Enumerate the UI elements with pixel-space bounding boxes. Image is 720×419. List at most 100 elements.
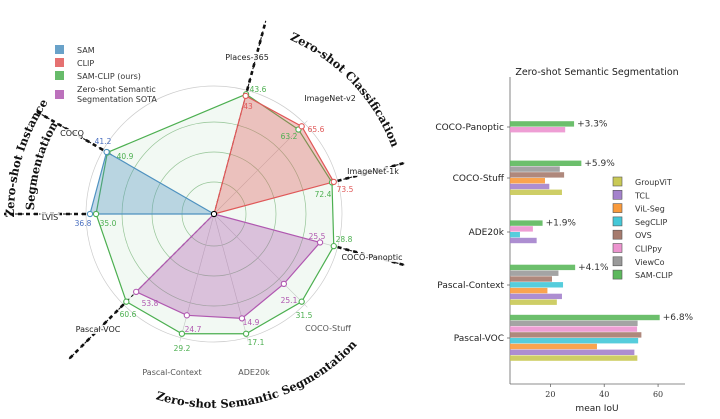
category-label: ADE20k bbox=[469, 228, 505, 238]
legend-swatch-vil-seg bbox=[612, 203, 623, 213]
category-label: Pascal-Context bbox=[437, 281, 504, 291]
radar-point bbox=[330, 242, 337, 250]
legend-swatch-tcl bbox=[612, 190, 623, 200]
radar-point bbox=[238, 315, 246, 322]
radar-point bbox=[123, 298, 130, 305]
improvement-annotation: +3.3% bbox=[577, 120, 608, 130]
value-label: 72.4 bbox=[315, 190, 332, 199]
value-label: 41.2 bbox=[95, 137, 112, 146]
value-label: 36.8 bbox=[75, 219, 92, 228]
bar-segclip-pascal-context bbox=[510, 282, 564, 288]
legend-swatch-ovs bbox=[612, 229, 623, 240]
radar-spoke bbox=[213, 213, 308, 308]
bar-groupvit-coco-stuff bbox=[510, 189, 562, 195]
radar-chart: Places-365 ImageNet-v2 ImageNet-1k COCO-Pan… bbox=[3, 20, 408, 411]
x-tick-label: 40 bbox=[599, 390, 609, 399]
bar-ovs-pascal-context bbox=[510, 276, 552, 282]
axis-label-coco-stuff: COCO-Stuff bbox=[305, 324, 351, 333]
radar-point bbox=[330, 178, 337, 186]
legend-label-segclip: SegCLIP bbox=[635, 218, 667, 227]
radar-spoke bbox=[213, 120, 308, 215]
improvement-annotation: +1.9% bbox=[546, 219, 577, 229]
legend-swatch-sam-clip bbox=[612, 269, 623, 280]
radar-point bbox=[298, 123, 305, 130]
bar-chart: Zero-shot Semantic Segmentation COCO-Pan… bbox=[435, 67, 693, 414]
radar-point bbox=[92, 210, 100, 218]
axis-label-coco-panoptic: COCO-Panoptic bbox=[341, 253, 402, 262]
legend-label-ovs: OVS bbox=[635, 231, 652, 240]
axis-label-ade20k: ADE20k bbox=[238, 368, 270, 377]
value-label: 25.5 bbox=[309, 232, 326, 241]
radar-point bbox=[178, 330, 186, 337]
axis-label-pascal-voc: Pascal-VOC bbox=[76, 325, 121, 334]
bar-viewco-pascal-context bbox=[510, 270, 559, 276]
bar-clippy-coco-panoptic bbox=[510, 127, 566, 133]
bar-clippy-pascal-voc bbox=[510, 326, 638, 332]
value-label: 40.9 bbox=[117, 152, 134, 161]
bar-chart-title: Zero-shot Semantic Segmentation bbox=[515, 67, 678, 78]
value-label: 25.1 bbox=[281, 296, 298, 305]
value-label: 43.6 bbox=[250, 85, 267, 94]
bar-ovs-coco-stuff bbox=[510, 172, 565, 178]
radar-point bbox=[133, 288, 140, 295]
legend-label-vil-seg: ViL-Seg bbox=[635, 205, 665, 214]
bar-vil-seg-coco-stuff bbox=[510, 178, 545, 184]
legend-swatch-sam bbox=[55, 45, 64, 54]
separator-line bbox=[68, 303, 125, 360]
value-label: 60.6 bbox=[120, 310, 137, 319]
legend-swatch-sota bbox=[55, 90, 64, 99]
axis-label-lvis: LVIS bbox=[42, 213, 59, 222]
bar-vil-seg-pascal-context bbox=[510, 287, 548, 294]
legend-swatch-viewco bbox=[612, 256, 623, 267]
bar-sam-clip-coco-panoptic bbox=[510, 121, 575, 127]
legend-label-sam-clip: SAM-CLIP bbox=[635, 271, 673, 280]
radar-axis-labels: Places-365 ImageNet-v2 ImageNet-1k COCO-Pan… bbox=[40, 53, 404, 377]
bar-groupvit-pascal-context bbox=[510, 299, 557, 305]
legend-label-sota-line2: Segmentation SOTA bbox=[77, 95, 157, 104]
bar-tcl-coco-stuff bbox=[510, 183, 550, 190]
bar-vil-seg-pascal-voc bbox=[510, 343, 597, 350]
improvement-annotation: +5.9% bbox=[584, 159, 615, 169]
radar-center bbox=[210, 210, 218, 218]
axis-label-imagenet-1k: ImageNet-1k bbox=[347, 167, 399, 176]
radar-spoke bbox=[179, 213, 215, 342]
radar-point bbox=[242, 92, 249, 100]
value-label: 17.1 bbox=[248, 338, 265, 347]
legend-label-tcl: TCL bbox=[634, 191, 650, 200]
x-axis-label: mean IoU bbox=[575, 404, 618, 414]
bar-viewco-pascal-voc bbox=[510, 320, 638, 326]
value-label: 43 bbox=[243, 102, 253, 111]
legend-swatch-sam-clip bbox=[55, 71, 64, 80]
value-label: 24.7 bbox=[185, 325, 202, 334]
radar-point bbox=[86, 210, 94, 218]
value-label: 73.5 bbox=[337, 185, 354, 194]
radar-point bbox=[183, 312, 191, 319]
category-label: COCO-Panoptic bbox=[435, 123, 504, 133]
bar-sam-clip-pascal-context bbox=[510, 264, 576, 271]
bar-tcl-pascal-context bbox=[510, 293, 562, 300]
bar-sam-clip-ade20k bbox=[510, 220, 543, 226]
radar-point bbox=[103, 148, 110, 156]
bar-groupvit-pascal-voc bbox=[510, 355, 638, 361]
legend-label-clippy: CLIPpy bbox=[635, 245, 662, 254]
bar-sam-clip-coco-stuff bbox=[510, 160, 582, 166]
legend-label-sam-clip: SAM-CLIP (ours) bbox=[77, 72, 141, 81]
bar-tcl-pascal-voc bbox=[510, 349, 635, 355]
legend-swatch-groupvit bbox=[612, 176, 623, 187]
bar-segclip-pascal-voc bbox=[510, 338, 639, 344]
value-label: 63.2 bbox=[281, 132, 298, 141]
value-label: 31.5 bbox=[296, 311, 313, 320]
radar-point bbox=[280, 280, 288, 288]
legend-label-clip: CLIP bbox=[77, 59, 94, 68]
category-label: COCO-Stuff bbox=[453, 174, 505, 184]
improvement-annotation: +6.8% bbox=[663, 313, 694, 323]
radar-point bbox=[298, 298, 305, 305]
bar-tcl-ade20k bbox=[510, 237, 537, 244]
legend-swatch-clippy bbox=[612, 243, 623, 253]
improvement-annotation: +4.1% bbox=[578, 263, 609, 273]
value-label: 28.8 bbox=[336, 235, 353, 244]
value-label: 53.8 bbox=[142, 299, 159, 308]
legend-label-sam: SAM bbox=[77, 46, 95, 55]
axis-label-places-365: Places-365 bbox=[225, 53, 269, 62]
